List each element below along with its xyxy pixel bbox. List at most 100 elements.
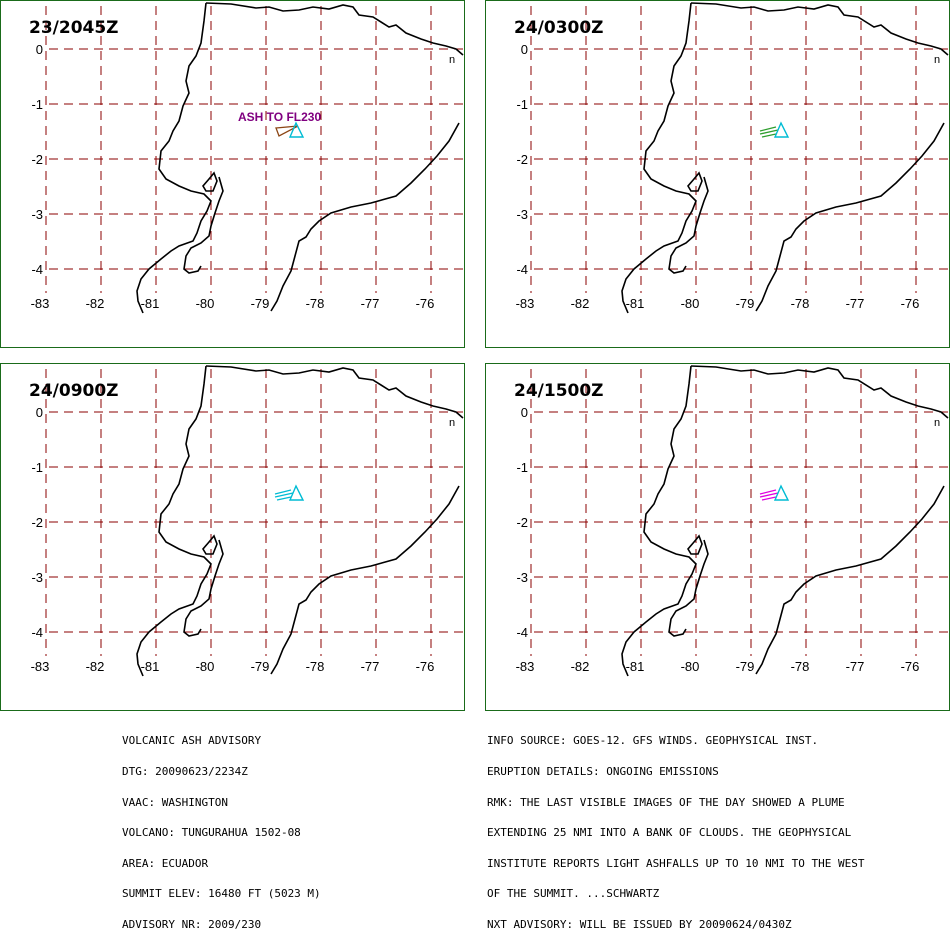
advisory-line: VAAC: WASHINGTON [122, 795, 228, 809]
coastline [690, 2, 949, 56]
lon-tick-label: -81 [626, 659, 645, 674]
map-svg: 0 -1 -2 -3 -4 -83 -82 -81 -80 -79 -78 -77 -76 n [31, 365, 464, 677]
lon-tick-label: -78 [791, 659, 810, 674]
lon-tick-label: -76 [416, 659, 435, 674]
coastline [668, 539, 709, 637]
lat-tick-label: -4 [31, 262, 43, 277]
lat-tick-label: -3 [516, 207, 528, 222]
lon-tick-label: -79 [736, 296, 755, 311]
coastline [183, 176, 224, 274]
lon-tick-label: -78 [306, 296, 325, 311]
map-svg: 0 -1 -2 -3 -4 -83 -82 -81 -80 -79 -78 -77 -76 n [516, 2, 949, 314]
coastline [205, 2, 464, 56]
panel-time-label: 24/1500Z [514, 381, 604, 401]
lon-tick-label: -77 [361, 296, 380, 311]
lon-tick-label: -82 [571, 659, 590, 674]
lat-tick-label: -3 [516, 570, 528, 585]
coastline [183, 539, 224, 637]
coastline [687, 534, 703, 555]
volcano-triangle-icon [773, 121, 790, 138]
lat-tick-label: 0 [36, 42, 43, 57]
coastline [136, 2, 212, 314]
lat-tick-label: -3 [31, 570, 43, 585]
lon-tick-label: -80 [196, 659, 215, 674]
lon-tick-label: -76 [901, 659, 920, 674]
volcano-triangle-icon [288, 484, 305, 501]
advisory-line: SUMMIT ELEV: 16480 FT (5023 M) [122, 887, 321, 901]
ash-cloud-forecast [759, 489, 779, 501]
coastline [755, 485, 945, 675]
lon-tick-label: -81 [626, 296, 645, 311]
lon-tick-label: -81 [141, 659, 160, 674]
coastline [690, 365, 949, 419]
lat-tick-label: -2 [516, 515, 528, 530]
lon-tick-label: -77 [846, 659, 865, 674]
lat-tick-label: -3 [31, 207, 43, 222]
panel-3: 0 -1 -2 -3 -4 -83 -82 -81 -80 -79 -78 -77 -76 n 24/09… [0, 363, 465, 711]
lon-tick-label: -78 [791, 296, 810, 311]
coastline [755, 122, 945, 312]
panel-2: 0 -1 -2 -3 -4 -83 -82 -81 -80 -79 -78 -77 -76 n 24/03… [485, 0, 950, 348]
volcano-triangle-icon [288, 121, 305, 138]
ash-cloud-forecast [274, 489, 294, 501]
lon-tick-label: -80 [196, 296, 215, 311]
lat-tick-label: -1 [31, 460, 43, 475]
coast-n-mark: n [449, 54, 455, 66]
lat-tick-label: 0 [521, 42, 528, 57]
advisory-line: EXTENDING 25 NMI INTO A BANK OF CLOUDS. … [487, 826, 852, 840]
coastline [621, 2, 697, 314]
lat-tick-label: -4 [516, 625, 528, 640]
advisory-line: ERUPTION DETAILS: ONGOING EMISSIONS [487, 765, 719, 778]
advisory-line: OF THE SUMMIT. ...SCHWARTZ [487, 887, 660, 901]
coastline [621, 365, 697, 677]
lon-tick-label: -83 [516, 296, 535, 311]
panel-4: 0 -1 -2 -3 -4 -83 -82 -81 -80 -79 -78 -77 -76 n 24/15… [485, 363, 950, 711]
lon-tick-label: -78 [306, 659, 325, 674]
advisory-line: DTG: 20090623/2234Z [122, 765, 248, 778]
advisory-line: NXT ADVISORY: WILL BE ISSUED BY 20090624… [487, 917, 792, 931]
lon-tick-label: -82 [571, 296, 590, 311]
advisory-right: INFO SOURCE: GOES-12. GFS WINDS. GEOPHYS… [487, 716, 865, 940]
map-svg: 0 -1 -2 -3 -4 -83 -82 -81 -80 -79 -78 -77 -76 n [516, 365, 949, 677]
lon-tick-label: -81 [141, 296, 160, 311]
lat-tick-label: -2 [31, 152, 43, 167]
coastline [687, 171, 703, 192]
panel-time-label: 23/2045Z [29, 18, 119, 38]
lon-tick-label: -76 [901, 296, 920, 311]
lon-tick-label: -77 [846, 296, 865, 311]
lon-tick-label: -79 [251, 296, 270, 311]
ash-altitude-label: ASH TO FL230 [238, 110, 321, 124]
coastline [270, 485, 460, 675]
lon-tick-label: -82 [86, 296, 105, 311]
lon-tick-label: -77 [361, 659, 380, 674]
advisory-left: VOLCANIC ASH ADVISORY DTG: 20090623/2234… [122, 716, 321, 940]
lon-tick-label: -83 [516, 659, 535, 674]
lat-tick-label: -2 [516, 152, 528, 167]
advisory-line: INFO SOURCE: GOES-12. GFS WINDS. GEOPHYS… [487, 734, 819, 748]
lat-tick-label: -1 [516, 460, 528, 475]
coastline [205, 365, 464, 419]
coastline [136, 365, 212, 677]
panel-1: 0 -1 -2 -3 -4 -83 -82 -81 -80 -79 -78 -77 -76 n ASH TO… [0, 0, 465, 348]
lon-tick-label: -80 [681, 296, 700, 311]
advisory-line: AREA: ECUADOR [122, 856, 209, 870]
panel-time-label: 24/0300Z [514, 18, 604, 38]
lon-tick-label: -79 [251, 659, 270, 674]
advisory-line: RMK: THE LAST VISIBLE IMAGES OF THE DAY … [487, 795, 845, 809]
coastline [270, 122, 460, 312]
advisory-line: VOLCANIC ASH ADVISORY [122, 734, 262, 748]
lat-tick-label: -2 [31, 515, 43, 530]
lon-tick-label: -76 [416, 296, 435, 311]
lon-tick-label: -83 [31, 296, 50, 311]
volcano-triangle-icon [773, 484, 790, 501]
lat-tick-label: -4 [516, 262, 528, 277]
lon-tick-label: -83 [31, 659, 50, 674]
lat-tick-label: -4 [31, 625, 43, 640]
lat-tick-label: -1 [31, 97, 43, 112]
ash-cloud-polygon [275, 125, 299, 137]
coastline [202, 534, 218, 555]
lon-tick-label: -82 [86, 659, 105, 674]
lon-tick-label: -79 [736, 659, 755, 674]
ash-cloud-forecast [759, 126, 779, 138]
panel-time-label: 24/0900Z [29, 381, 119, 401]
